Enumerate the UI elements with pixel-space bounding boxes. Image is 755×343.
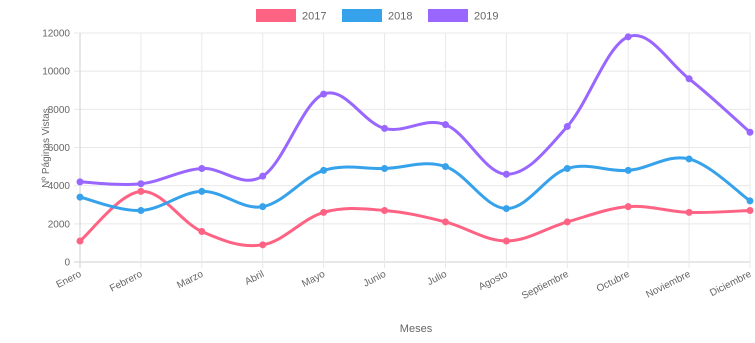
legend-swatch: [342, 9, 382, 22]
series-line: [78, 34, 752, 186]
data-point[interactable]: [198, 164, 206, 172]
data-point[interactable]: [320, 90, 328, 98]
data-point[interactable]: [441, 163, 449, 171]
chart-legend: 2017 2018 2019: [256, 9, 498, 23]
data-point[interactable]: [137, 206, 145, 214]
legend-item-2017[interactable]: 2017: [256, 9, 326, 23]
data-point[interactable]: [624, 203, 632, 211]
y-tick-label: 10000: [42, 67, 70, 78]
x-tick-label: Abril: [243, 269, 266, 288]
series-2019: [76, 33, 754, 188]
data-point[interactable]: [137, 187, 145, 195]
series-line: [78, 189, 752, 248]
data-point[interactable]: [441, 218, 449, 226]
legend-label: 2018: [388, 11, 412, 23]
legend-label: 2017: [302, 11, 326, 23]
x-tick-label: Enero: [55, 269, 84, 291]
data-point[interactable]: [76, 193, 84, 201]
data-point[interactable]: [502, 170, 510, 178]
y-axis: 0 2000 4000 6000 8000 10000 12000: [42, 29, 70, 269]
data-point[interactable]: [320, 166, 328, 174]
data-point[interactable]: [685, 208, 693, 216]
data-point[interactable]: [259, 241, 267, 249]
data-point[interactable]: [259, 203, 267, 211]
data-point[interactable]: [381, 164, 389, 172]
data-point[interactable]: [320, 208, 328, 216]
series-2018: [76, 155, 754, 214]
data-point[interactable]: [76, 237, 84, 245]
legend-item-2019[interactable]: 2019: [428, 9, 498, 23]
legend-item-2018[interactable]: 2018: [342, 9, 412, 23]
y-axis-title: Nº Páginas Vistas: [41, 108, 52, 188]
data-point[interactable]: [746, 206, 754, 214]
legend-swatch: [428, 9, 468, 22]
data-point[interactable]: [502, 237, 510, 245]
chart-series: [76, 33, 754, 249]
y-tick-label: 8000: [48, 105, 71, 116]
legend-label: 2019: [474, 11, 498, 23]
data-point[interactable]: [381, 124, 389, 132]
x-tick-label: Febrero: [108, 269, 145, 295]
chart-grid: [74, 32, 751, 268]
x-tick-label: Junio: [362, 269, 389, 290]
x-tick-label: Noviembre: [644, 269, 692, 301]
data-point[interactable]: [502, 205, 510, 213]
data-point[interactable]: [624, 166, 632, 174]
data-point[interactable]: [441, 121, 449, 129]
data-point[interactable]: [137, 180, 145, 188]
legend-swatch: [256, 9, 296, 22]
x-tick-label: Octubre: [595, 269, 632, 295]
data-point[interactable]: [198, 227, 206, 235]
data-point[interactable]: [685, 155, 693, 163]
x-tick-label: Julio: [425, 269, 449, 288]
y-tick-label: 6000: [48, 143, 71, 154]
series-2017: [76, 187, 754, 249]
x-axis: Enero Febrero Marzo Abril Mayo Junio Julio Agos…: [55, 269, 754, 302]
x-tick-label: Diciembre: [708, 269, 753, 299]
data-point[interactable]: [746, 197, 754, 205]
y-tick-label: 2000: [48, 219, 71, 230]
data-point[interactable]: [685, 75, 693, 83]
data-point[interactable]: [381, 206, 389, 214]
y-tick-label: 0: [64, 258, 70, 269]
x-axis-title: Meses: [400, 323, 433, 335]
x-tick-label: Agosto: [477, 269, 510, 293]
x-tick-label: Septiembre: [520, 269, 571, 302]
data-point[interactable]: [563, 164, 571, 172]
series-line: [78, 156, 752, 212]
x-tick-label: Mayo: [300, 269, 327, 290]
y-tick-label: 4000: [48, 181, 71, 192]
data-point[interactable]: [259, 172, 267, 180]
data-point[interactable]: [563, 123, 571, 131]
data-point[interactable]: [76, 178, 84, 186]
data-point[interactable]: [198, 187, 206, 195]
x-tick-label: Marzo: [175, 269, 205, 292]
y-tick-label: 12000: [42, 29, 70, 40]
data-point[interactable]: [624, 33, 632, 41]
data-point[interactable]: [746, 128, 754, 136]
data-point[interactable]: [563, 218, 571, 226]
